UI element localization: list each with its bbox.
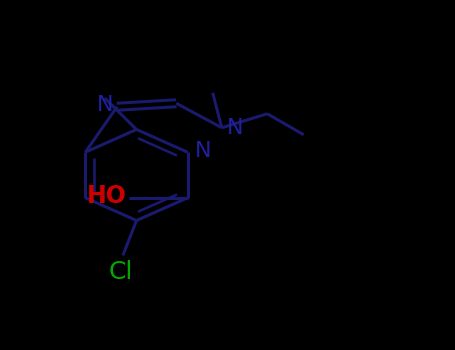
Text: Cl: Cl xyxy=(108,260,133,284)
Text: N: N xyxy=(97,95,113,115)
Text: N: N xyxy=(195,140,211,161)
Text: HO: HO xyxy=(86,184,126,208)
Text: N: N xyxy=(227,118,244,138)
